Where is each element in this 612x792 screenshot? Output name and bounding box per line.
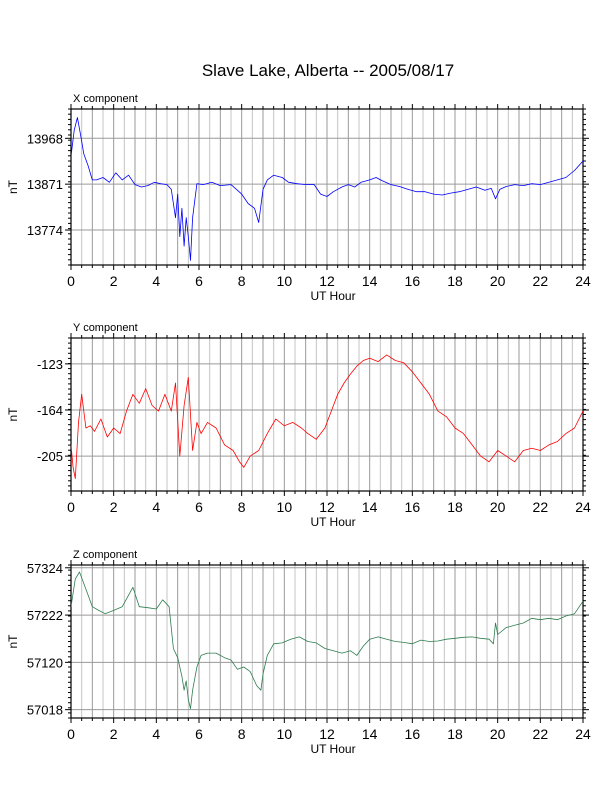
x-tick-label: 22 — [533, 499, 549, 515]
x-tick-label: 4 — [152, 499, 160, 515]
x-tick-label: 20 — [490, 273, 506, 289]
x-tick-label: 16 — [405, 273, 421, 289]
y-tick-label: 57222 — [27, 608, 63, 623]
x-tick-label: 18 — [447, 726, 463, 742]
y-tick-label: 13871 — [27, 177, 63, 192]
y-tick-label: 57018 — [27, 703, 63, 718]
x-tick-label: 10 — [277, 273, 293, 289]
y-axis-label: nT — [6, 179, 20, 194]
x-tick-label: 12 — [319, 499, 335, 515]
x-tick-label: 10 — [277, 499, 293, 515]
chart-title: Slave Lake, Alberta -- 2005/08/17 — [202, 61, 454, 80]
x-tick-label: 2 — [110, 726, 118, 742]
x-tick-label: 12 — [319, 726, 335, 742]
y-tick-label: -123 — [37, 357, 63, 372]
y-tick-label: 57324 — [27, 561, 63, 576]
x-tick-label: 4 — [152, 273, 160, 289]
x-axis-label: UT Hour — [310, 289, 355, 303]
y-axis-label: nT — [6, 634, 20, 649]
panel-label: X component — [73, 93, 138, 105]
x-tick-label: 22 — [533, 273, 549, 289]
x-tick-label: 20 — [490, 726, 506, 742]
y-tick-label: 13774 — [27, 223, 63, 238]
x-tick-label: 4 — [152, 726, 160, 742]
y-tick-label: 57120 — [27, 655, 63, 670]
x-tick-label: 2 — [110, 499, 118, 515]
x-axis-label: UT Hour — [310, 742, 355, 756]
x-tick-label: 0 — [67, 726, 75, 742]
panel-3: 0 2 4 6 8 10 12 14 16 18 20 22 245732457222571205701… — [6, 549, 591, 756]
series-line — [71, 571, 583, 710]
x-tick-label: 16 — [405, 726, 421, 742]
x-tick-label: 8 — [238, 726, 246, 742]
x-tick-label: 6 — [195, 726, 203, 742]
x-tick-label: 18 — [447, 499, 463, 515]
x-tick-label: 16 — [405, 499, 421, 515]
panel-label: Y component — [73, 322, 138, 334]
x-tick-label: 0 — [67, 499, 75, 515]
x-tick-label: 10 — [277, 726, 293, 742]
x-tick-label: 12 — [319, 273, 335, 289]
x-tick-label: 24 — [575, 726, 591, 742]
x-tick-label: 14 — [362, 273, 378, 289]
x-tick-label: 8 — [238, 273, 246, 289]
series-line — [71, 117, 583, 261]
x-tick-label: 14 — [362, 726, 378, 742]
x-tick-label: 22 — [533, 726, 549, 742]
x-tick-label: 0 — [67, 273, 75, 289]
y-axis-label: nT — [6, 407, 20, 422]
series-line — [71, 354, 583, 480]
x-tick-label: 8 — [238, 499, 246, 515]
x-tick-label: 18 — [447, 273, 463, 289]
y-tick-label: -164 — [37, 403, 63, 418]
panel-label: Z component — [73, 549, 137, 561]
x-tick-label: 2 — [110, 273, 118, 289]
x-tick-label: 14 — [362, 499, 378, 515]
x-tick-label: 6 — [195, 273, 203, 289]
x-tick-label: 24 — [575, 273, 591, 289]
x-tick-label: 6 — [195, 499, 203, 515]
x-tick-label: 24 — [575, 499, 591, 515]
y-tick-label: -205 — [37, 449, 63, 464]
y-tick-label: 13968 — [27, 131, 63, 146]
x-tick-label: 20 — [490, 499, 506, 515]
x-axis-label: UT Hour — [310, 515, 355, 529]
